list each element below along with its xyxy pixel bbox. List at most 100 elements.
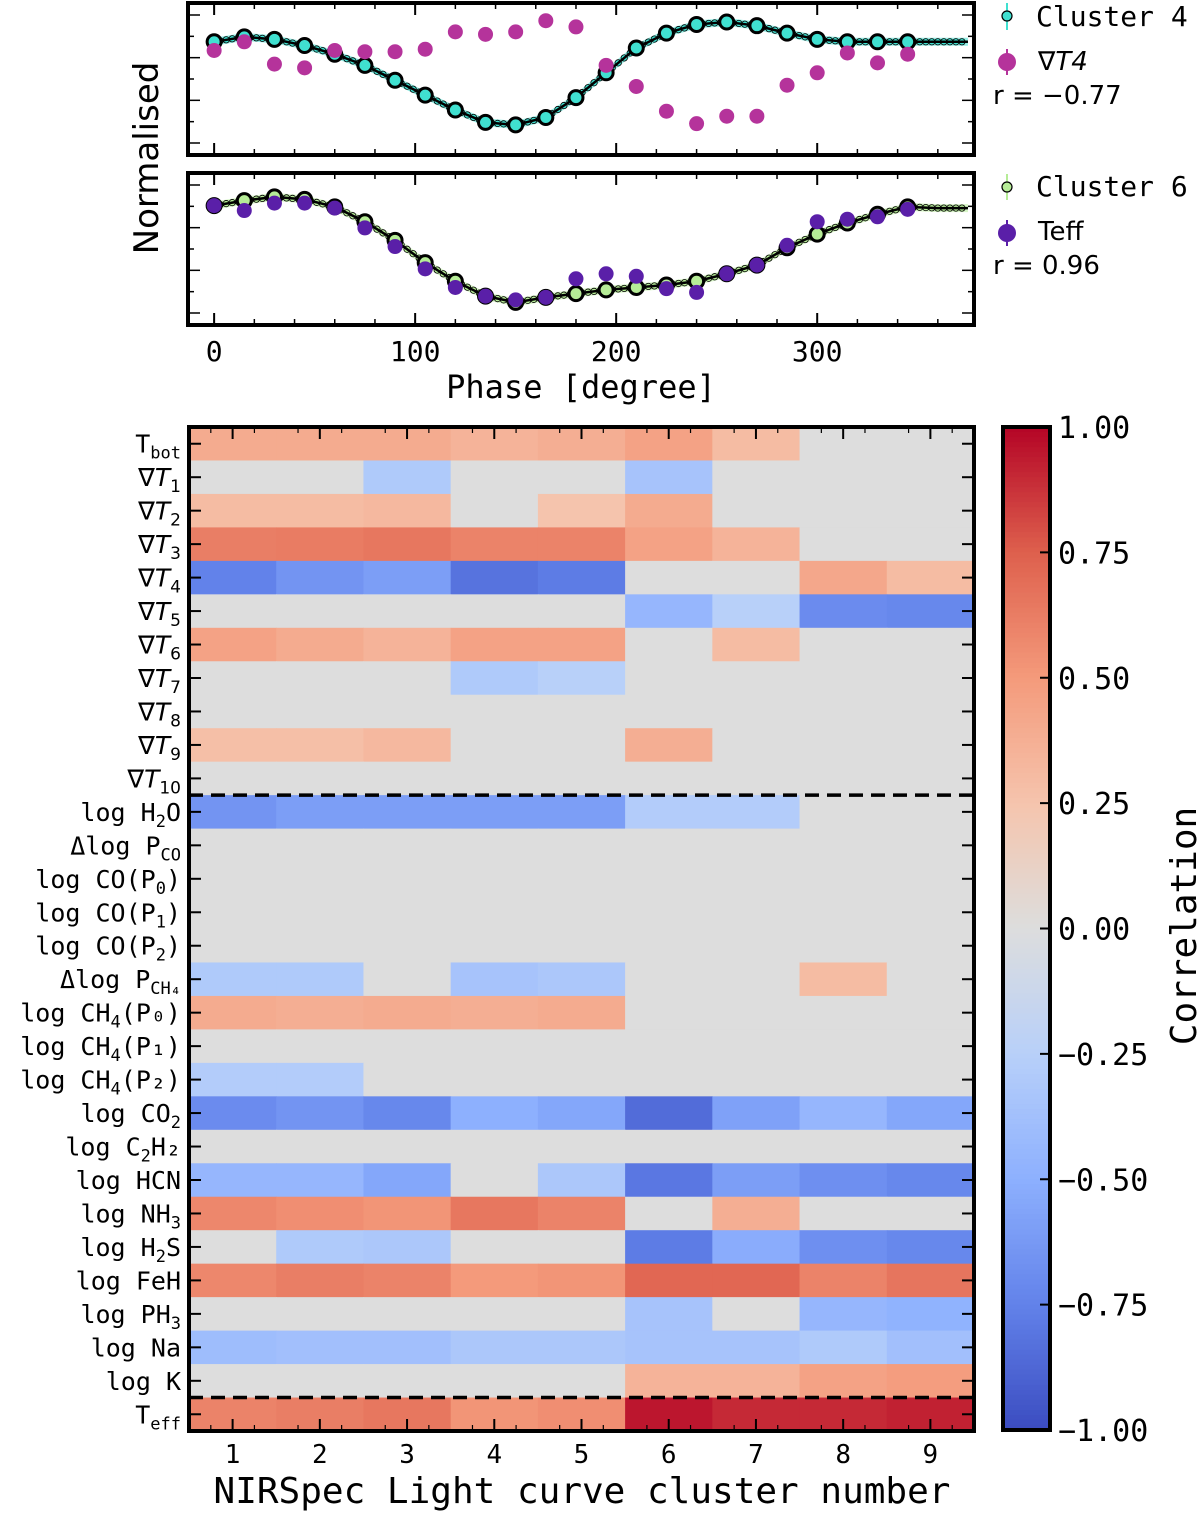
row-label-tail: (P₂) [121,1066,181,1095]
heatmap-cell [799,828,888,863]
colorbar-step [1003,532,1050,538]
colorbar-step [1003,1164,1050,1170]
heatmap-cell [886,995,975,1030]
heatmap-cell [363,694,452,729]
colorbar-step [1003,712,1050,719]
top-parameter-point [266,56,282,72]
colorbar-tick-label: −0.50 [1058,1163,1148,1198]
colorbar-tick-label: −0.75 [1058,1289,1148,1324]
row-label-subscript: 2 [170,511,181,531]
colorbar-step [1003,1179,1050,1185]
heatmap-cell [363,795,452,830]
heatmap-cell [886,761,975,796]
colorbar-step [1003,1119,1050,1125]
heatmap-cell [450,594,539,629]
colorbar-step [1003,442,1050,448]
colorbar-step [1003,843,1050,849]
colorbar-tick-label: 0.50 [1058,662,1130,697]
colorbar-step [1003,1419,1050,1426]
colorbar-step [1003,1018,1050,1025]
row-label: log H2S [80,1233,181,1267]
colorbar-step [1003,727,1050,734]
heatmap-cell [537,795,626,830]
heatmap-cell [276,627,365,662]
heatmap-cell [712,929,801,964]
heatmap-cell [625,1096,713,1131]
colorbar-step [1003,1139,1050,1145]
colorbar-step [1003,1099,1050,1105]
heatmap-cell [799,1330,888,1365]
heatmap-cell [363,1129,452,1164]
colorbar-step [1003,572,1050,579]
heatmap-cell [625,694,713,729]
colorbar-step [1003,1294,1050,1301]
x-tick-label-200: 200 [591,335,642,368]
colorbar-step [1003,552,1050,558]
heatmap-cell [886,1230,975,1265]
colorbar-step [1003,983,1050,990]
correlation-heatmap: 1 2 3 4 5 6 7 8 9Tbot∇T1∇T2∇T3∇T4∇T5∇T6∇T7∇T8∇T9… [20,425,976,1470]
row-label-subscript: 2 [141,1147,151,1167]
heatmap-cell [799,460,888,495]
heatmap-cell [276,1129,365,1164]
row-label-main: log H [80,1233,155,1262]
heatmap-cell [189,1196,277,1231]
heatmap-cell [450,460,539,495]
middle-curve-marker [567,285,585,303]
heatmap-cell [363,1029,452,1064]
middle-light-curve-panel: 0 100 200 300 [186,171,976,368]
colorbar-step [1003,437,1050,443]
heatmap-cell [625,1196,713,1231]
heatmap-cell [537,460,626,495]
heatmap-cell [363,895,452,930]
row-label-tail: (P₀) [121,999,181,1028]
heatmap-cell [712,627,801,662]
colorbar-step [1003,1244,1050,1251]
row-label-subscript: 2 [156,812,166,832]
row-label: ∇T9 [137,731,181,765]
colorbar-step [1003,1359,1050,1366]
top-parameter-point [900,46,916,62]
row-label: log CO2 [80,1099,181,1133]
heatmap-cell [276,862,365,897]
heatmap-cell [537,527,626,562]
colorbar-step [1003,722,1050,729]
colorbar-step [1003,1319,1050,1326]
colorbar-step [1003,462,1050,468]
row-label-main: T [135,1400,150,1429]
middle-parameter-point [628,268,644,284]
heatmap-cell [276,895,365,930]
colorbar-step [1003,472,1050,478]
colorbar-step [1003,1324,1050,1331]
colorbar-step [1003,963,1050,970]
colorbar: 1.00 0.75 0.50 0.25 0.00 −0.25 −0.50 −0.75 −1.00 [1001,411,1148,1449]
x-axis-label-phase: Phase [degree] [446,368,716,406]
heatmap-cell [625,527,713,562]
heatmap-cell [450,1029,539,1064]
colorbar-step [1003,557,1050,564]
colorbar-step [1003,1023,1050,1030]
row-label-main: ∇T [137,530,172,559]
top-curve-marker [778,24,796,42]
colorbar-step [1003,1104,1050,1110]
middle-parameter-point [839,211,855,227]
middle-parameter-point [568,271,584,287]
heatmap-cell [799,1096,888,1131]
heatmap-cell [276,694,365,729]
heatmap-cell [189,1062,277,1097]
heatmap-cell [189,828,277,863]
colorbar-step [1003,933,1050,940]
row-label-subscript: 1 [156,912,166,932]
heatmap-cell [537,1297,626,1332]
row-label-subscript: CH₄ [150,979,181,999]
row-label-main: log H [80,798,155,827]
heatmap-cell [886,1196,975,1231]
colorbar-step [1003,657,1050,664]
colorbar-step [1003,768,1050,774]
middle-parameter-point [809,214,825,230]
row-label-subscript: 10 [159,778,181,798]
colorbar-step [1003,968,1050,975]
heatmap-cell [799,795,888,830]
heatmap-cell [363,661,452,696]
heatmap-cell [712,728,801,763]
